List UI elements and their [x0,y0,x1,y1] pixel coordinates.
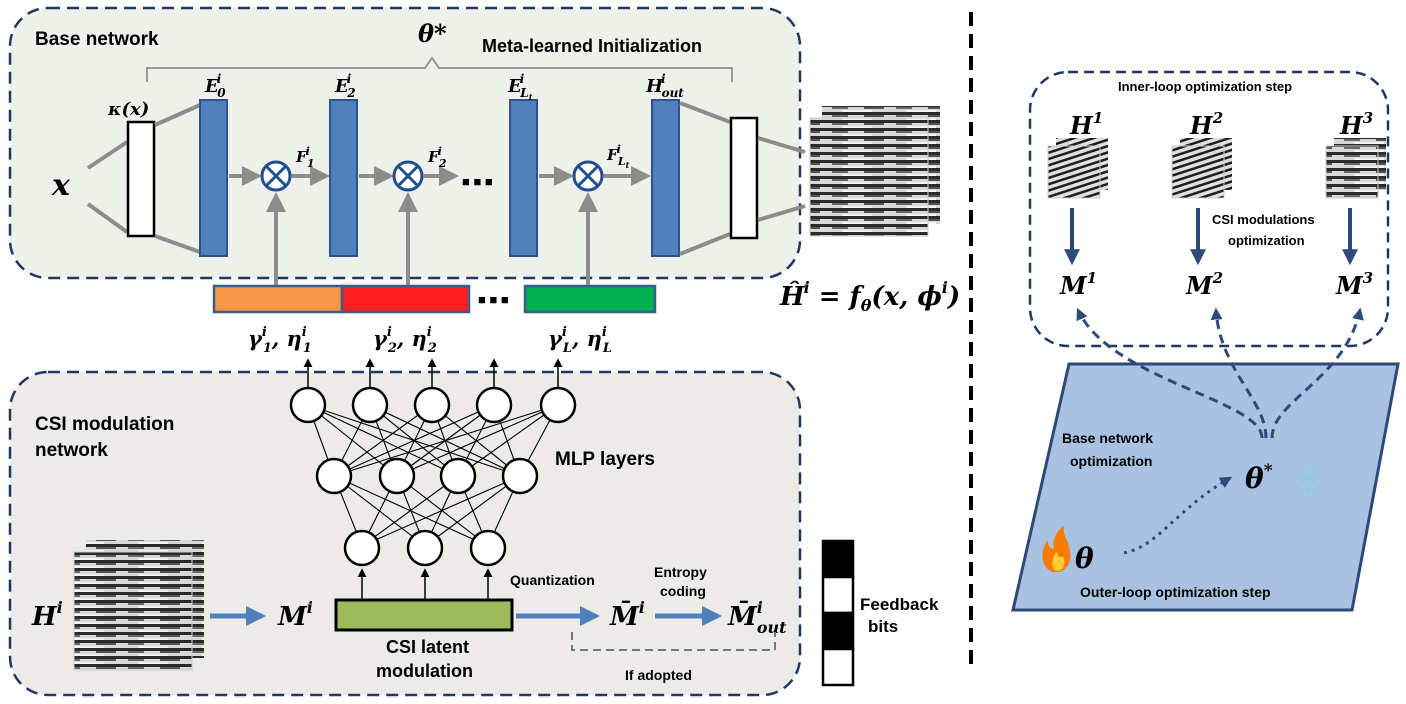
feedback-bits-stack [821,539,855,687]
csi-latent-modulation-block [334,598,514,632]
latent-label-1: CSI latent [386,637,469,657]
multiply-node-1 [260,160,292,192]
mlp-nodes [289,386,577,567]
mlp-output-arrows [303,358,563,388]
h1-csi-image [1047,138,1108,199]
theta-star-label: θ* [418,19,447,48]
m3-label: M3 [1335,269,1373,300]
layer-elt-label: Ei Lt [507,72,533,102]
meta-init-label: Meta-learned Initialization [482,36,702,56]
modulation-bar-3 [523,284,657,314]
meta-init-brace [146,56,733,82]
csi-opt-label-2: optimization [1228,233,1305,248]
h2-csi-image [1171,138,1232,199]
csi-network-title-2: network [35,440,108,461]
kappa-to-e0-bottom [154,234,201,254]
layer-e2 [329,99,358,257]
output-formula: Ĥi = fθ(x, ϕi) [779,278,960,315]
layer-e2-label: Ei 2 [334,72,356,100]
theta-node: θ [1075,542,1094,575]
latent-label-2: modulation [376,661,473,681]
params-lt-label: γi L, ηi L [548,325,612,356]
kappa-label: κ(x) [107,99,149,120]
snowflake-icon [1291,460,1325,498]
h3-csi-image [1325,138,1386,199]
base-opt-label-2: optimization [1070,453,1152,469]
layer-hout-label: Hi out [645,72,684,100]
m-label: Mi [277,598,313,632]
h1-label: H1 [1069,109,1103,140]
hout-to-out-top [679,101,731,124]
if-adopted-bracket [571,632,776,651]
layers-ellipsis: ■ ■ ■ [462,174,493,189]
layer-elt [509,99,538,257]
h-input-label: Hi [31,598,63,632]
entropy-label-2: coding [660,583,706,599]
mbar-label: M̄i [609,598,645,632]
base-network-panel: Base network θ* Meta-learned Initializat… [8,6,806,280]
m1-label: M1 [1059,269,1097,300]
theta-star-node: θ* [1245,461,1273,495]
input-line-bottom [86,202,129,234]
theta-to-m-arrows [1076,307,1364,439]
modulation-bar-2 [340,284,471,314]
entropy-label-1: Entropy [654,564,707,580]
multiply-node-3 [572,160,604,192]
multiply-node-2 [392,160,424,192]
feedback-label-1: Feedback [860,595,939,614]
mlp-label: MLP layers [555,449,655,470]
params-2-label: γi 2, ηi 2 [373,325,437,356]
f2-label: Fi 2 [427,145,447,170]
output-csi-image [809,106,940,237]
input-x: x [51,168,71,203]
input-csi-image [73,540,204,671]
outer-loop-region [1011,362,1400,612]
feedback-label-2: bits [868,617,898,636]
mlp-connections [307,404,559,547]
bars-ellipsis: ■ ■ ■ [478,292,509,307]
input-line-top [86,140,129,170]
kappa-to-e0-top [154,103,201,127]
base-opt-label-1: Base network [1062,430,1153,446]
params-1-label: γi 1, ηi 1 [248,325,312,356]
hout-to-out-bottom [679,232,731,256]
layer-e0 [199,99,228,257]
base-network-title: Base network [35,29,159,50]
f1-label: Fi 1 [295,145,315,170]
kappa-layer [126,120,156,238]
flt-label: Fi Lt [606,143,630,170]
inner-loop-box [1028,70,1390,348]
latent-to-mlp-arrows [357,568,493,600]
layer-hout [651,99,680,257]
modulation-bar-1 [212,284,344,314]
outer-loop-title: Outer-loop optimization step [1080,584,1271,600]
modulation-bars: ■ ■ ■ [212,284,657,314]
layer-e0-label: Ei 0 [204,72,226,100]
h3-label: H3 [1339,109,1373,140]
h2-label: H2 [1189,109,1223,140]
if-adopted-label: If adopted [625,667,692,683]
inner-loop-title: Inner-loop optimization step [1118,79,1292,94]
csi-network-title-1: CSI modulation [35,414,174,435]
out-line-top [757,136,806,154]
fire-icon [1042,526,1071,572]
csi-modulation-panel: CSI modulation network MLP layers [8,370,802,697]
out-line-bottom [757,204,806,222]
m2-label: M2 [1185,269,1223,300]
quantization-label: Quantization [510,572,595,588]
mbar-out-label: M̄i out [727,598,787,637]
output-layer [729,116,759,240]
csi-opt-label-1: CSI modulations [1212,212,1315,227]
